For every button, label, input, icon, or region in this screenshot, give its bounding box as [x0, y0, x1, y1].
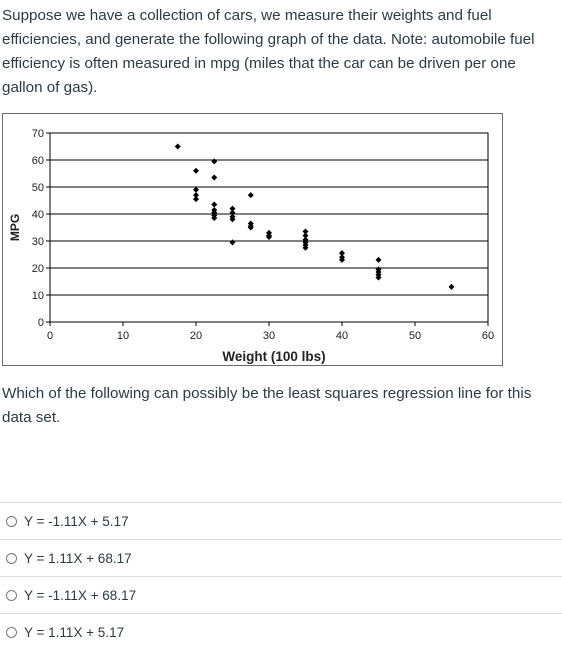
data-point	[193, 186, 199, 193]
answer-option-2[interactable]: Y = 1.11X + 68.17	[0, 539, 562, 576]
data-point	[174, 143, 181, 150]
x-tick-label: 60	[482, 330, 494, 342]
x-tick-label: 40	[336, 330, 348, 342]
data-point	[247, 192, 254, 199]
x-tick-label: 10	[117, 330, 129, 342]
data-point	[229, 205, 236, 212]
y-tick-label: 0	[38, 317, 44, 329]
data-point	[211, 158, 218, 165]
x-tick-label: 50	[409, 330, 421, 342]
answer-option-3[interactable]: Y = -1.11X + 68.17	[0, 576, 562, 613]
data-point	[229, 216, 236, 223]
question-prompt: Which of the following can possibly be t…	[2, 385, 532, 426]
scatter-chart: 0 10 20 30 40 50 60 70 0 10 20 30 40 50 60 Weight (100 …	[2, 113, 503, 366]
question-intro: Suppose we have a collection of cars, we…	[2, 7, 535, 96]
y-tick-label: 30	[32, 236, 44, 248]
y-tick-label: 20	[32, 263, 44, 275]
answer-label: Y = -1.11X + 5.17	[24, 513, 129, 529]
answer-list: Y = -1.11X + 5.17 Y = 1.11X + 68.17 Y = …	[0, 502, 562, 650]
data-point	[211, 201, 218, 208]
data-point	[375, 256, 382, 263]
data-point	[266, 233, 272, 240]
y-tick-label: 10	[32, 290, 44, 302]
data-point	[229, 239, 236, 246]
radio-icon[interactable]	[6, 589, 17, 601]
answer-label: Y = 1.11X + 68.17	[24, 550, 132, 566]
y-tick-label: 50	[32, 182, 44, 194]
radio-icon[interactable]	[6, 626, 17, 638]
x-axis-label: Weight (100 lbs)	[222, 349, 325, 364]
data-point	[375, 274, 382, 281]
y-tick-label: 60	[32, 155, 44, 167]
data-point	[339, 256, 345, 263]
data-point	[193, 192, 199, 199]
data-point	[302, 228, 309, 235]
data-point	[193, 196, 199, 203]
data-point	[302, 244, 309, 251]
y-tick-label: 70	[32, 128, 44, 140]
answer-option-1[interactable]: Y = -1.11X + 5.17	[0, 502, 562, 539]
data-point	[448, 283, 455, 290]
radio-icon[interactable]	[6, 552, 17, 564]
x-tick-label: 30	[263, 330, 275, 342]
x-tick-label: 0	[47, 330, 53, 342]
plot-area-border	[49, 132, 489, 323]
data-point	[229, 209, 236, 216]
answer-option-4[interactable]: Y = 1.11X + 5.17	[0, 613, 562, 650]
data-point	[211, 215, 218, 222]
data-point	[339, 250, 345, 257]
y-axis-label: MPG	[8, 214, 22, 241]
answer-label: Y = 1.11X + 5.17	[24, 624, 125, 640]
scatter-plot-svg: 0 10 20 30 40 50 60 70 0 10 20 30 40 50 60 Weight (100 …	[8, 128, 494, 364]
answer-label: Y = -1.11X + 68.17	[24, 587, 137, 603]
data-point	[211, 174, 218, 181]
data-point	[193, 167, 199, 174]
y-tick-label: 40	[32, 209, 44, 221]
data-point	[302, 232, 309, 239]
radio-icon[interactable]	[6, 515, 17, 527]
data-point	[247, 224, 254, 231]
x-tick-label: 20	[190, 330, 202, 342]
